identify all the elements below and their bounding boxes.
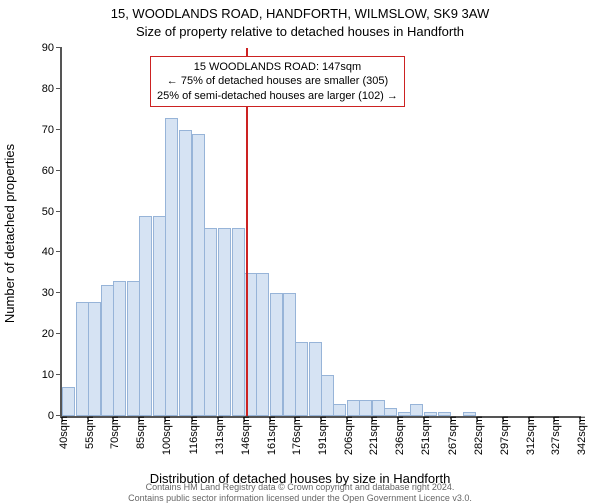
histogram-bar: [384, 408, 397, 416]
x-tick-label: 40sqm: [54, 416, 70, 449]
y-tick-label: 20: [42, 328, 62, 340]
histogram-bar: [410, 404, 423, 416]
histogram-bar: [270, 293, 283, 416]
x-tick-label: 70sqm: [105, 416, 121, 449]
x-tick-label: 251sqm: [416, 416, 432, 455]
histogram-bar: [424, 412, 437, 416]
histogram-bar: [359, 400, 372, 416]
annotation-box: 15 WOODLANDS ROAD: 147sqm← 75% of detach…: [150, 56, 405, 107]
chart-title-line2: Size of property relative to detached ho…: [0, 24, 600, 39]
histogram-bar: [179, 130, 192, 416]
x-tick-label: 131sqm: [210, 416, 226, 455]
histogram-bar: [113, 281, 126, 416]
histogram-bar: [165, 118, 178, 416]
histogram-bar: [295, 342, 308, 416]
chart-title-line1: 15, WOODLANDS ROAD, HANDFORTH, WILMSLOW,…: [0, 6, 600, 21]
y-tick-label: 50: [42, 206, 62, 218]
histogram-bar: [88, 302, 101, 416]
y-tick-label: 40: [42, 246, 62, 258]
x-tick-label: 116sqm: [184, 416, 200, 454]
histogram-chart: 15, WOODLANDS ROAD, HANDFORTH, WILMSLOW,…: [0, 0, 600, 500]
y-tick-label: 80: [42, 83, 62, 95]
x-tick-label: 146sqm: [236, 416, 252, 455]
histogram-bar: [256, 273, 269, 416]
x-tick-label: 55sqm: [80, 416, 96, 449]
x-tick-label: 297sqm: [495, 416, 511, 455]
x-tick-label: 100sqm: [157, 416, 173, 455]
histogram-bar: [218, 228, 231, 416]
x-tick-label: 176sqm: [287, 416, 303, 455]
x-tick-label: 161sqm: [262, 416, 278, 455]
histogram-bar: [204, 228, 217, 416]
histogram-bar: [438, 412, 451, 416]
x-tick-label: 282sqm: [469, 416, 485, 455]
footer-attribution: Contains HM Land Registry data © Crown c…: [0, 482, 600, 504]
histogram-bar: [62, 387, 75, 416]
x-tick-label: 312sqm: [521, 416, 537, 455]
x-tick-label: 221sqm: [364, 416, 380, 455]
histogram-bar: [333, 404, 346, 416]
histogram-bar: [139, 216, 152, 416]
y-tick-label: 70: [42, 124, 62, 136]
y-tick-label: 90: [42, 42, 62, 54]
plot-area: 010203040506070809040sqm55sqm70sqm85sqm1…: [60, 48, 580, 418]
x-tick-label: 236sqm: [390, 416, 406, 455]
y-tick-label: 60: [42, 165, 62, 177]
x-tick-label: 327sqm: [546, 416, 562, 455]
x-tick-label: 191sqm: [313, 416, 329, 455]
x-tick-label: 206sqm: [339, 416, 355, 455]
y-tick-label: 10: [42, 369, 62, 381]
x-tick-label: 85sqm: [131, 416, 147, 449]
histogram-bar: [463, 412, 476, 416]
x-tick-label: 267sqm: [443, 416, 459, 455]
y-tick-label: 30: [42, 287, 62, 299]
y-axis-label: Number of detached properties: [0, 48, 20, 418]
x-tick-label: 342sqm: [572, 416, 588, 455]
